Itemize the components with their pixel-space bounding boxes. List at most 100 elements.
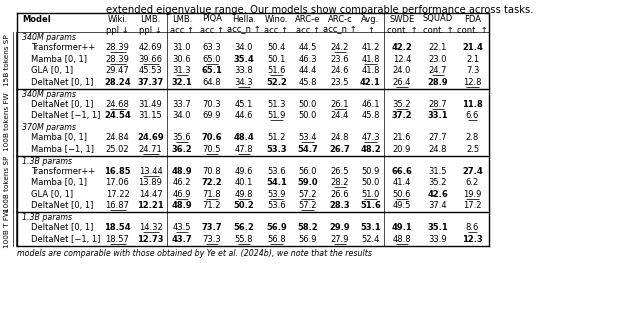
- Text: 51.9: 51.9: [268, 111, 285, 120]
- Text: 33.1: 33.1: [428, 111, 448, 120]
- Text: 24.71: 24.71: [139, 145, 163, 154]
- Text: 73.3: 73.3: [203, 235, 221, 244]
- Text: GLA [0, 1]: GLA [0, 1]: [31, 190, 73, 199]
- Text: 33.8: 33.8: [235, 66, 253, 75]
- Text: DeltaNet [0, 1]: DeltaNet [0, 1]: [31, 201, 93, 210]
- Text: 50.0: 50.0: [298, 100, 317, 109]
- Text: 70.8: 70.8: [203, 167, 221, 176]
- Text: 48.4: 48.4: [234, 133, 254, 142]
- Text: 24.8: 24.8: [331, 133, 349, 142]
- Text: 71.2: 71.2: [203, 201, 221, 210]
- Text: Mamba [0, 1]: Mamba [0, 1]: [31, 133, 87, 142]
- Text: 31.3: 31.3: [173, 66, 191, 75]
- Text: 71.8: 71.8: [203, 190, 221, 199]
- Text: 35.6: 35.6: [173, 133, 191, 142]
- Text: 49.5: 49.5: [393, 201, 411, 210]
- Text: 12.21: 12.21: [137, 201, 164, 210]
- Text: DeltaNet [0, 1]: DeltaNet [0, 1]: [31, 223, 93, 232]
- Text: 37.4: 37.4: [429, 201, 447, 210]
- Text: Transformer++: Transformer++: [31, 167, 95, 176]
- Text: 1.3B params: 1.3B params: [22, 213, 72, 222]
- Text: 35.1: 35.1: [428, 223, 449, 232]
- Text: 18.54: 18.54: [104, 223, 131, 232]
- Text: LMB.
ppl ↓: LMB. ppl ↓: [139, 14, 162, 34]
- Text: 12.3: 12.3: [462, 235, 483, 244]
- Text: ARC-c
acc_n ↑: ARC-c acc_n ↑: [323, 14, 357, 34]
- Text: 42.6: 42.6: [428, 190, 449, 199]
- Text: 37.37: 37.37: [138, 78, 164, 87]
- Text: 58.2: 58.2: [297, 223, 318, 232]
- Text: Wiki.
ppl ↓: Wiki. ppl ↓: [106, 14, 129, 34]
- Text: 16.85: 16.85: [104, 167, 131, 176]
- Text: 41.8: 41.8: [361, 66, 380, 75]
- Text: 1.3B params: 1.3B params: [22, 157, 72, 166]
- Text: 19.9: 19.9: [463, 190, 482, 199]
- Text: 340M params: 340M params: [22, 33, 76, 42]
- Text: 59.0: 59.0: [297, 178, 318, 187]
- Text: 51.6: 51.6: [360, 201, 381, 210]
- Text: 23.5: 23.5: [331, 78, 349, 87]
- Text: 66.6: 66.6: [392, 167, 412, 176]
- Text: 340M params: 340M params: [22, 90, 76, 99]
- Text: 47.3: 47.3: [361, 133, 380, 142]
- Text: 26.7: 26.7: [330, 145, 350, 154]
- Text: 33.7: 33.7: [173, 100, 191, 109]
- Text: 2.1: 2.1: [466, 55, 479, 64]
- Text: 46.1: 46.1: [361, 100, 380, 109]
- Text: DeltaNet [−1, 1]: DeltaNet [−1, 1]: [31, 235, 100, 244]
- Text: 46.3: 46.3: [298, 55, 317, 64]
- Text: 55.8: 55.8: [235, 235, 253, 244]
- Text: 48.9: 48.9: [172, 201, 192, 210]
- Text: 50.0: 50.0: [362, 178, 380, 187]
- Text: GLA [0, 1]: GLA [0, 1]: [31, 66, 73, 75]
- Text: 6.2: 6.2: [466, 178, 479, 187]
- Text: 57.2: 57.2: [298, 201, 317, 210]
- Text: 50.0: 50.0: [298, 111, 317, 120]
- Text: LMB.
acc ↑: LMB. acc ↑: [170, 14, 194, 34]
- Text: 14.47: 14.47: [139, 190, 163, 199]
- Text: 26.6: 26.6: [331, 190, 349, 199]
- Text: 12.73: 12.73: [137, 235, 164, 244]
- Text: 370M params: 370M params: [22, 123, 76, 132]
- Text: 53.4: 53.4: [298, 133, 317, 142]
- Text: 43.7: 43.7: [172, 235, 192, 244]
- Text: 42.2: 42.2: [392, 43, 412, 52]
- Text: 37.2: 37.2: [392, 111, 412, 120]
- Text: 51.6: 51.6: [268, 66, 285, 75]
- Text: 26.5: 26.5: [331, 167, 349, 176]
- Text: 72.2: 72.2: [202, 178, 222, 187]
- Text: 56.2: 56.2: [234, 223, 255, 232]
- Text: 14.32: 14.32: [139, 223, 163, 232]
- Text: 48.2: 48.2: [360, 145, 381, 154]
- Text: 48.8: 48.8: [393, 235, 412, 244]
- Text: 70.3: 70.3: [203, 100, 221, 109]
- Text: 31.0: 31.0: [173, 43, 191, 52]
- Text: 52.4: 52.4: [362, 235, 380, 244]
- Text: 56.9: 56.9: [298, 235, 317, 244]
- Text: 2.5: 2.5: [466, 145, 479, 154]
- Text: Model: Model: [22, 14, 51, 24]
- Text: 13.89: 13.89: [139, 178, 163, 187]
- Text: 17.2: 17.2: [463, 201, 482, 210]
- Text: 12.8: 12.8: [463, 78, 482, 87]
- Text: 56.0: 56.0: [298, 167, 317, 176]
- Text: 24.68: 24.68: [106, 100, 129, 109]
- Text: 56.9: 56.9: [266, 223, 287, 232]
- Text: 42.69: 42.69: [139, 43, 163, 52]
- Text: Mamba [−1, 1]: Mamba [−1, 1]: [31, 145, 94, 154]
- Text: 23.6: 23.6: [331, 55, 349, 64]
- Text: extended eigenvalue range. Our models show comparable performance across tasks.: extended eigenvalue range. Our models sh…: [106, 5, 534, 15]
- Text: 41.8: 41.8: [361, 55, 380, 64]
- Text: 24.69: 24.69: [137, 133, 164, 142]
- Text: 65.1: 65.1: [202, 66, 223, 75]
- Text: 44.4: 44.4: [298, 66, 317, 75]
- Text: 46.9: 46.9: [173, 190, 191, 199]
- Text: 57.2: 57.2: [298, 190, 317, 199]
- Text: 27.4: 27.4: [462, 167, 483, 176]
- Text: 50.1: 50.1: [268, 55, 285, 64]
- Text: 24.7: 24.7: [429, 66, 447, 75]
- Text: 2.8: 2.8: [466, 133, 479, 142]
- Text: 34.0: 34.0: [173, 111, 191, 120]
- Text: 13.44: 13.44: [139, 167, 163, 176]
- Text: 17.06: 17.06: [106, 178, 129, 187]
